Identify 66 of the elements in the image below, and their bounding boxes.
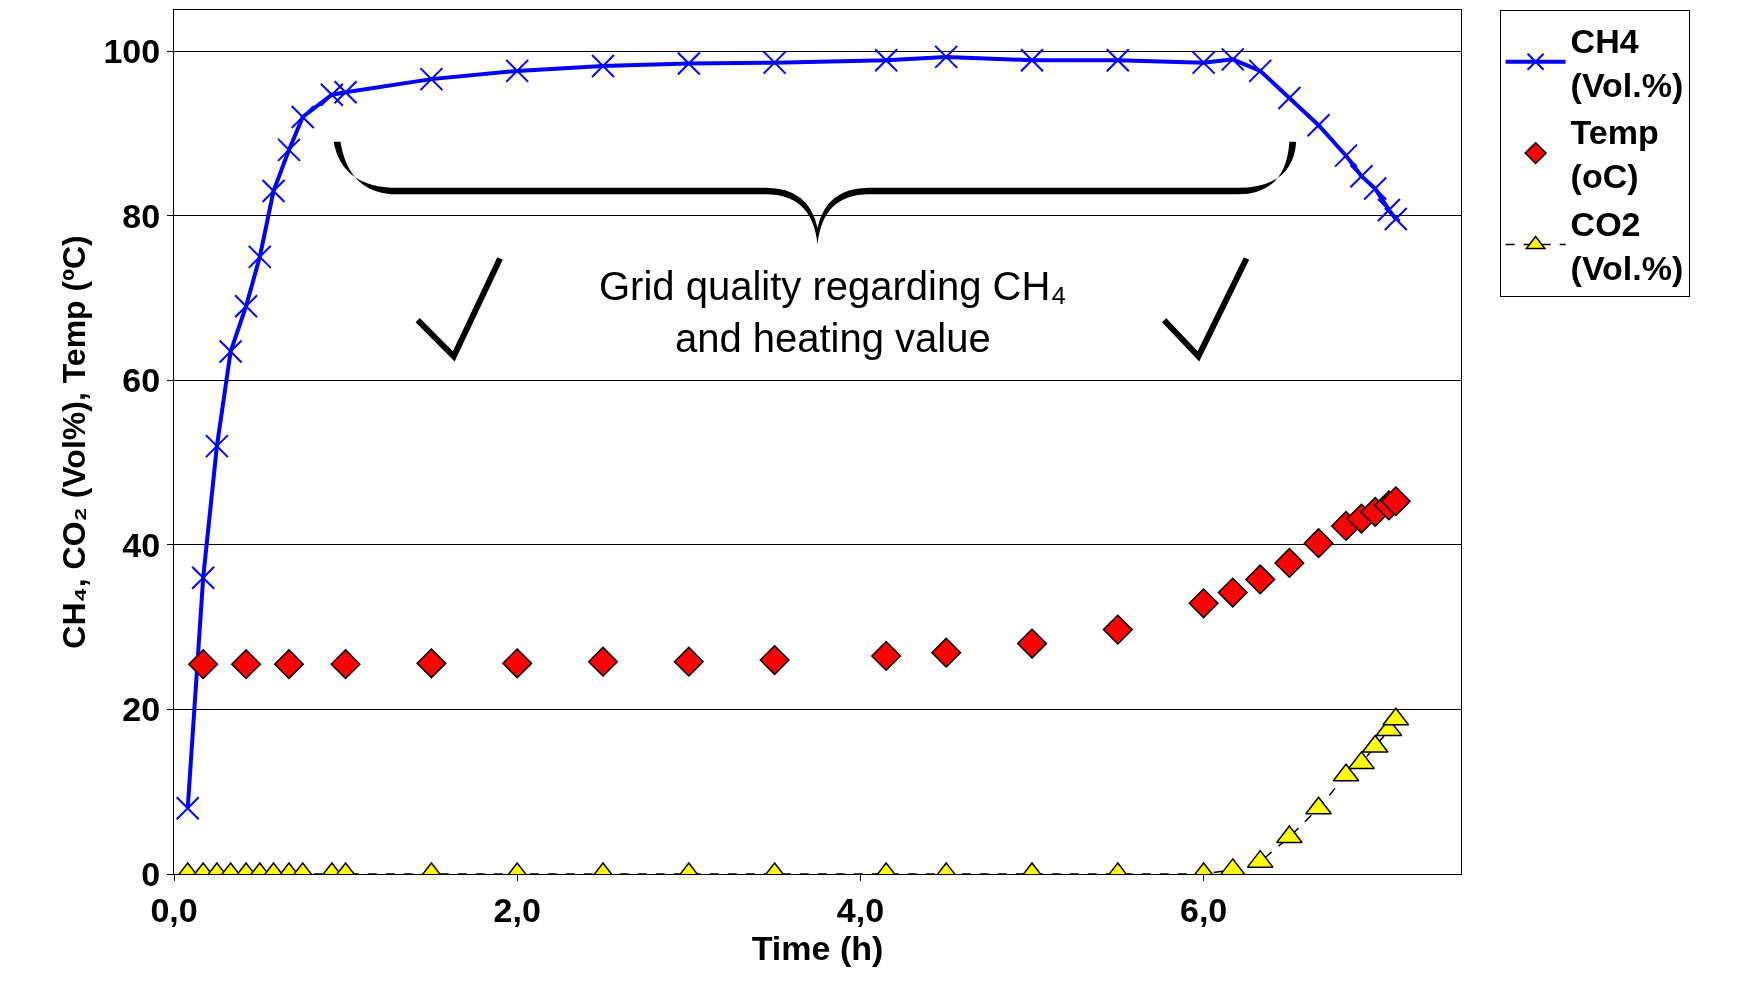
point xyxy=(1188,588,1219,619)
point xyxy=(1363,176,1388,201)
point xyxy=(676,51,701,76)
point xyxy=(1303,528,1334,559)
point xyxy=(1248,58,1273,83)
y-tick-label: 0 xyxy=(141,854,161,893)
point xyxy=(319,82,344,107)
point xyxy=(1349,164,1374,189)
point xyxy=(247,244,272,269)
point xyxy=(1383,207,1408,232)
point xyxy=(673,646,704,677)
point xyxy=(1016,628,1048,659)
point xyxy=(591,53,615,78)
point xyxy=(273,649,305,680)
point xyxy=(234,294,259,319)
x-tick-label: 0,0 xyxy=(150,890,198,929)
point xyxy=(231,649,262,680)
point xyxy=(276,137,301,162)
point xyxy=(502,648,533,679)
point xyxy=(934,44,959,69)
point xyxy=(1277,86,1302,111)
point xyxy=(1245,564,1276,595)
point xyxy=(1220,47,1245,72)
x-tick-label: 6,0 xyxy=(1179,890,1228,929)
point xyxy=(204,434,229,459)
point xyxy=(175,796,200,821)
point xyxy=(191,565,216,590)
point xyxy=(1217,577,1248,608)
point xyxy=(188,649,219,680)
point xyxy=(416,648,447,679)
point xyxy=(874,48,899,73)
point xyxy=(505,58,530,83)
y-tick-label: 100 xyxy=(103,32,161,71)
point xyxy=(1376,197,1401,222)
x-tick-label: 2,0 xyxy=(493,890,541,929)
x-axis-title: Time (h) xyxy=(751,928,884,967)
point xyxy=(1274,547,1305,579)
legend-label: Temp (oC) xyxy=(1570,113,1659,196)
point xyxy=(1020,48,1044,73)
y-tick-label: 80 xyxy=(122,196,161,235)
point xyxy=(759,645,790,676)
point xyxy=(1334,143,1359,168)
point xyxy=(587,646,619,677)
point xyxy=(1102,614,1133,645)
point xyxy=(1380,486,1411,517)
y-axis-title: CH₄, CO₂ (Vol%), Temp (ºC) xyxy=(55,235,92,649)
point xyxy=(333,80,358,105)
point xyxy=(261,179,286,204)
point xyxy=(419,67,444,92)
point xyxy=(218,339,243,364)
legend-label: CO2 (Vol.%) xyxy=(1570,204,1684,287)
point xyxy=(290,104,315,129)
point xyxy=(1306,113,1331,138)
point xyxy=(1105,48,1130,73)
point xyxy=(1348,751,1375,770)
point xyxy=(762,50,787,75)
y-tick-label: 60 xyxy=(122,361,161,400)
x-tick-label: 4,0 xyxy=(836,890,885,929)
y-tick-label: 40 xyxy=(122,525,161,564)
point xyxy=(330,649,361,680)
point xyxy=(931,637,962,668)
annotation: Grid quality regarding CH₄ and heating value xyxy=(599,264,1067,360)
y-tick-label: 20 xyxy=(122,690,161,729)
point xyxy=(1191,50,1216,75)
legend-label: CH4 (Vol.%) xyxy=(1570,21,1684,105)
point xyxy=(871,640,902,671)
